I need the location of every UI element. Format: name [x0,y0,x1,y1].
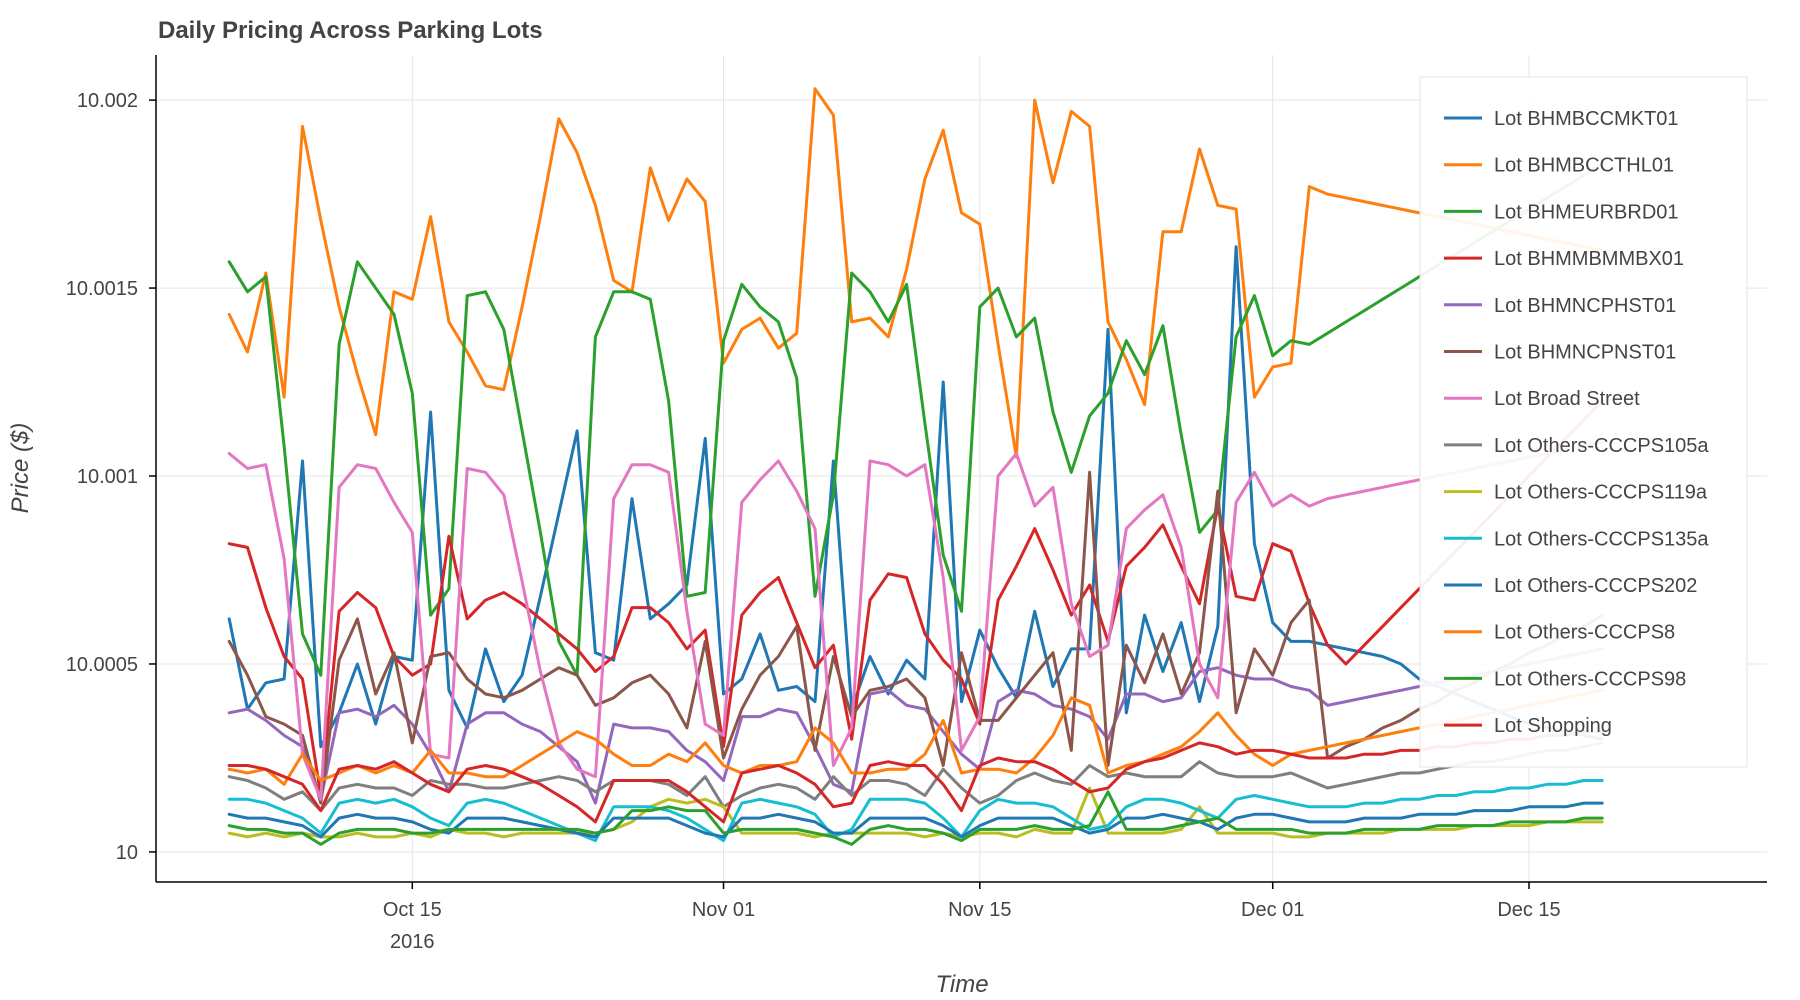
series-line-10 [227,779,1604,843]
y-axis-label: Price ($) [7,423,34,514]
legend-label: Lot Shopping [1494,715,1612,737]
legend-label: Lot BHMNCPNST01 [1494,342,1676,364]
legend-label: Lot Others-CCCPS105a [1494,435,1709,457]
y-tick-label: 10.0005 [66,654,138,676]
legend-label: Lot Others-CCCPS8 [1494,622,1675,644]
legend-label: Lot Others-CCCPS98 [1494,668,1686,690]
series-line-4 [227,399,1604,797]
legend-label: Lot Others-CCCPS202 [1494,575,1697,597]
series-line-9 [227,786,1604,839]
legend: Lot BHMBCCMKT01 Lot BHMBCCTHL01 Lot BHMEUR… [1419,76,1748,768]
series-line-3 [227,162,1604,677]
legend-label: Lot Others-CCCPS135a [1494,528,1709,550]
series-line-8 [227,741,1604,813]
x-tick-label: Oct 15 [383,899,442,921]
x-tick-label: Dec 15 [1497,899,1560,921]
y-tick-label: 10.001 [77,466,138,488]
chart-title: Daily Pricing Across Parking Lots [158,17,543,44]
series-line-7 [227,440,1604,801]
x-axis-ticks: Oct 15 2016 Nov 01 Nov 15 Dec 01 Dec 15 [383,882,1561,953]
x-tick-label: Dec 01 [1241,899,1304,921]
x-tick-label: Nov 15 [948,899,1011,921]
x-tick-sublabel: 2016 [390,931,435,953]
legend-label: Lot BHMEURBRD01 [1494,201,1679,223]
legend-label: Lot BHMBCCTHL01 [1494,155,1674,177]
series-lines [227,87,1604,846]
y-axis-ticks: 10 10.0005 10.001 10.0015 10.002 [66,90,156,864]
series-line-5 [227,647,1604,805]
series-line-6 [227,470,1604,805]
series-line-12 [227,688,1604,786]
y-tick-label: 10.002 [77,90,138,112]
series-line-11 [227,801,1604,839]
y-tick-label: 10 [116,842,138,864]
x-tick-label: Nov 01 [692,899,755,921]
legend-label: Lot BHMNCPHST01 [1494,295,1676,317]
x-axis-label: Time [935,971,988,998]
legend-label: Lot Others-CCCPS119a [1494,482,1708,504]
series-line-2 [227,87,1604,459]
series-line-1 [227,245,1604,749]
legend-label: Lot Broad Street [1494,388,1640,410]
legend-box [1419,76,1748,768]
axes [155,55,1767,883]
series-line-14 [227,730,1604,824]
y-tick-label: 10.0015 [66,278,138,300]
series-line-13 [227,790,1604,846]
legend-label: Lot BHMMBMMBX01 [1494,248,1684,270]
legend-label: Lot BHMBCCMKT01 [1494,108,1679,130]
